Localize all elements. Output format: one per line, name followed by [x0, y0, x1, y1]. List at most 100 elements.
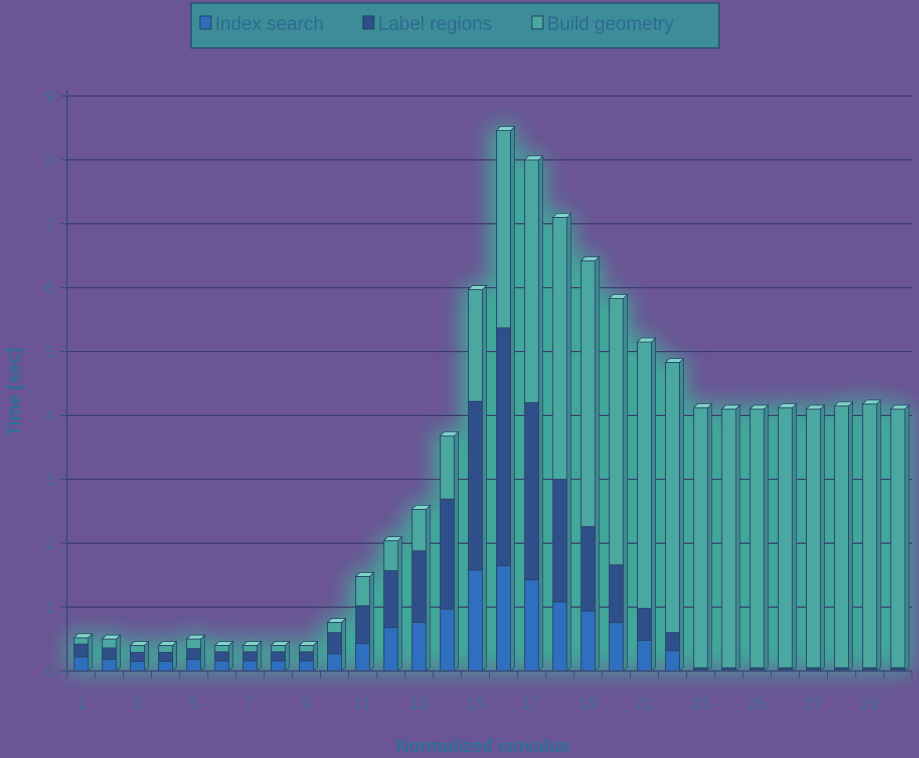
bar-side — [848, 400, 854, 672]
bar-top — [411, 504, 432, 510]
x-tick-label: 11 — [354, 694, 372, 713]
bar-segment — [467, 400, 483, 571]
bar-segment — [242, 651, 258, 662]
bar-side — [876, 398, 882, 672]
bar-side — [200, 634, 206, 672]
bar-segment — [186, 659, 202, 672]
bar-top — [73, 633, 94, 639]
bar-top — [551, 212, 572, 218]
legend-swatch — [362, 15, 375, 30]
bar-side — [341, 617, 347, 672]
bar-segment — [327, 621, 343, 634]
bar-segment — [439, 608, 455, 672]
bar-segment — [580, 260, 596, 528]
bar-side — [313, 640, 318, 672]
bar-top — [889, 404, 910, 410]
bar-side — [904, 404, 910, 672]
x-tick-label: 17 — [522, 694, 541, 713]
bar-segment — [580, 610, 596, 672]
x-axis-title: Normalized isovalue — [396, 736, 570, 756]
bar-segment — [129, 644, 145, 653]
bar-side — [228, 640, 234, 672]
x-tick-label: 9 — [302, 694, 311, 713]
y-tick-label: 8 — [46, 151, 55, 170]
y-tick-label: 4 — [46, 406, 55, 425]
bar-segment — [805, 408, 821, 669]
bar-top — [298, 641, 319, 646]
y-tick-label: 3 — [46, 470, 55, 489]
legend-label: Label regions — [378, 14, 492, 35]
bar-segment — [355, 605, 371, 645]
bar-segment — [636, 639, 652, 672]
x-tick-label: 25 — [748, 694, 767, 713]
bar-top — [467, 285, 488, 290]
x-tick-label: 7 — [245, 694, 254, 713]
bar-segment — [214, 651, 230, 662]
x-tick-label: 23 — [691, 694, 710, 713]
legend-label: Index search — [215, 14, 324, 35]
bar-segment — [411, 508, 427, 552]
bar-segment — [101, 647, 117, 660]
bar-top — [242, 641, 263, 646]
bar-segment — [242, 660, 258, 672]
bar-segment — [552, 478, 568, 603]
y-tick-label: 2 — [46, 534, 55, 553]
bar-segment — [580, 526, 596, 612]
bar-side — [425, 504, 431, 672]
bar-side — [820, 404, 825, 672]
y-tick-label: 1 — [46, 598, 55, 617]
bar-top — [439, 431, 460, 437]
bar-top — [861, 399, 882, 405]
bar-segment — [496, 327, 512, 567]
bar-segment — [242, 644, 258, 653]
bar-segment — [186, 648, 202, 661]
bar-side — [172, 640, 178, 672]
bar-top — [101, 634, 122, 640]
bar-top — [636, 337, 657, 343]
bar-top — [580, 256, 601, 262]
bar-segment — [355, 643, 371, 672]
bar-segment — [298, 644, 314, 653]
legend-box — [190, 2, 720, 49]
bar-top — [326, 618, 347, 623]
bar-side — [284, 640, 290, 672]
legend-label: Build geometry — [547, 14, 674, 35]
bar-segment — [552, 216, 568, 480]
bar-segment — [355, 575, 371, 607]
x-tick-label: 1 — [76, 694, 85, 713]
bar-segment — [721, 408, 737, 669]
bar-side — [397, 535, 403, 672]
bar-segment — [101, 638, 117, 649]
bar-top — [749, 404, 770, 410]
bar-segment — [327, 653, 343, 672]
bar-segment — [834, 405, 850, 669]
bar-side — [679, 357, 685, 672]
legend-items: Index search Label regions Build geometry — [199, 14, 674, 35]
bar-segment — [524, 159, 540, 404]
bar-segment — [101, 659, 117, 672]
bar-side — [707, 402, 713, 672]
bar-segment — [439, 498, 455, 610]
bar-segment — [327, 632, 343, 655]
bar-segment — [383, 570, 399, 629]
bar-side — [594, 255, 600, 672]
bar-side — [566, 212, 572, 672]
grid-layer — [67, 95, 912, 608]
x-tick-label: 29 — [860, 694, 879, 713]
bar-side — [256, 640, 262, 672]
bar-segment — [158, 660, 174, 672]
bar-segment — [890, 408, 906, 669]
bar-segment — [665, 650, 681, 672]
bar-segment — [552, 601, 568, 672]
bar-segment — [467, 569, 483, 672]
bar-segment — [777, 407, 793, 669]
bar-segment — [665, 361, 681, 634]
bar-top — [523, 155, 544, 161]
bar-segment — [636, 607, 652, 641]
bar-segment — [73, 656, 89, 672]
y-tick-label: 0 — [46, 662, 55, 681]
bar-segment — [158, 644, 174, 653]
bar-segment — [270, 660, 286, 672]
bar-top — [270, 641, 291, 646]
